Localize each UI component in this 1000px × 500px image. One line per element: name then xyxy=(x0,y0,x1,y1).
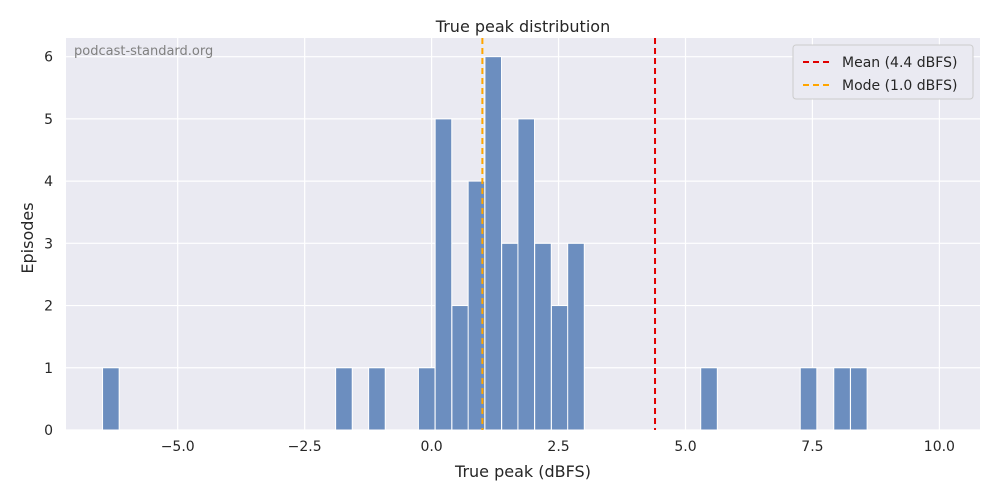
histogram-bar xyxy=(517,118,536,431)
reference-lines xyxy=(481,38,657,430)
histogram-bar xyxy=(368,367,386,431)
y-tick-label: 1 xyxy=(44,361,53,377)
histogram-bar xyxy=(833,367,851,431)
watermark: podcast-standard.org xyxy=(74,44,213,59)
histogram-bar xyxy=(501,242,519,431)
x-tick-labels: −5.0 −2.5 0.0 2.5 5.0 7.5 10.0 xyxy=(161,439,955,455)
histogram-bar xyxy=(700,367,718,431)
legend: Mean (4.4 dBFS) Mode (1.0 dBFS) xyxy=(792,44,974,100)
histogram-bar xyxy=(799,367,818,431)
y-tick-labels: 0 1 2 3 4 5 6 xyxy=(44,50,53,439)
chart-title: True peak distribution xyxy=(435,17,610,36)
x-tick-label: −5.0 xyxy=(161,439,195,455)
histogram-bar xyxy=(550,305,569,431)
x-axis-label: True peak (dBFS) xyxy=(454,462,591,481)
histogram-bar xyxy=(850,367,868,431)
x-tick-label: 7.5 xyxy=(801,439,823,455)
y-tick-label: 5 xyxy=(44,112,53,128)
legend-entry: Mean (4.4 dBFS) xyxy=(842,55,957,71)
y-tick-label: 0 xyxy=(44,423,53,439)
y-tick-label: 4 xyxy=(44,174,53,190)
histogram-bar xyxy=(567,242,585,431)
y-tick-label: 3 xyxy=(44,236,53,252)
x-tick-label: 0.0 xyxy=(420,439,442,455)
y-tick-label: 2 xyxy=(44,299,53,315)
legend-box xyxy=(792,44,974,100)
histogram-bar xyxy=(417,367,436,431)
histogram-bar xyxy=(102,367,120,431)
histogram-bar xyxy=(534,242,552,431)
x-tick-label: 10.0 xyxy=(924,439,955,455)
legend-entry: Mode (1.0 dBFS) xyxy=(842,78,957,94)
x-tick-label: 5.0 xyxy=(674,439,696,455)
histogram-bars xyxy=(102,56,868,431)
histogram-bar xyxy=(335,367,353,431)
histogram-bar xyxy=(484,56,503,431)
x-tick-label: 2.5 xyxy=(547,439,569,455)
y-axis-label: Episodes xyxy=(18,202,37,273)
histogram-bar xyxy=(434,118,453,431)
x-tick-label: −2.5 xyxy=(288,439,322,455)
y-tick-label: 6 xyxy=(44,50,53,66)
histogram-bar xyxy=(451,305,470,431)
